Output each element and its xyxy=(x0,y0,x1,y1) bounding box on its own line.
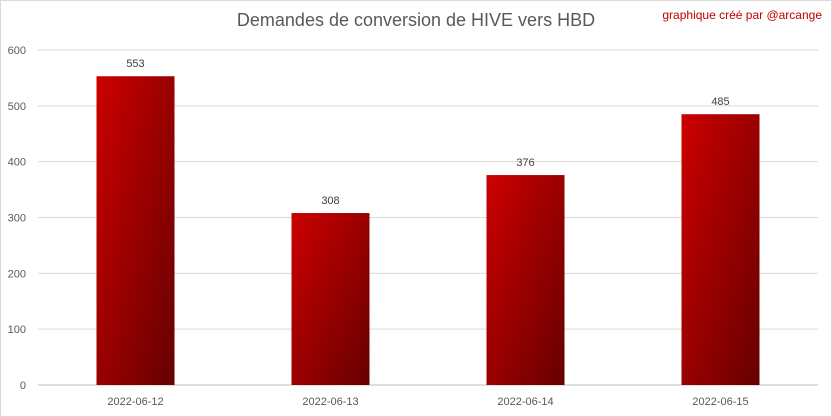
y-tick-label: 300 xyxy=(8,213,26,225)
data-labels: 553 308 376 485 xyxy=(126,58,729,207)
bar xyxy=(291,213,370,385)
y-tick-label: 500 xyxy=(8,101,26,113)
bar-value-label: 308 xyxy=(321,195,339,207)
bar-value-label: 376 xyxy=(516,157,534,169)
x-tick-label: 2022-06-14 xyxy=(497,396,553,408)
chart-title: Demandes de conversion de HIVE vers HBD xyxy=(236,10,596,30)
bar xyxy=(681,114,760,385)
x-axis-tick-labels: 2022-06-12 2022-06-13 2022-06-14 2022-06-15 xyxy=(107,396,748,408)
bars xyxy=(96,76,760,385)
y-tick-label: 0 xyxy=(20,380,26,392)
x-tick-label: 2022-06-15 xyxy=(692,396,748,408)
x-tick-label: 2022-06-12 xyxy=(107,396,163,408)
bar-value-label: 485 xyxy=(711,96,729,108)
y-tick-label: 200 xyxy=(8,268,26,280)
bar-value-label: 553 xyxy=(126,58,144,70)
y-tick-label: 600 xyxy=(8,45,26,57)
chart-credit: graphique créé par @arcange xyxy=(662,8,822,22)
y-tick-label: 400 xyxy=(8,157,26,169)
bar xyxy=(96,76,175,385)
bar xyxy=(486,175,565,385)
x-tick-label: 2022-06-13 xyxy=(302,396,358,408)
y-axis-tick-labels: 0 100 200 300 400 500 600 xyxy=(8,45,26,392)
y-tick-label: 100 xyxy=(8,324,26,336)
